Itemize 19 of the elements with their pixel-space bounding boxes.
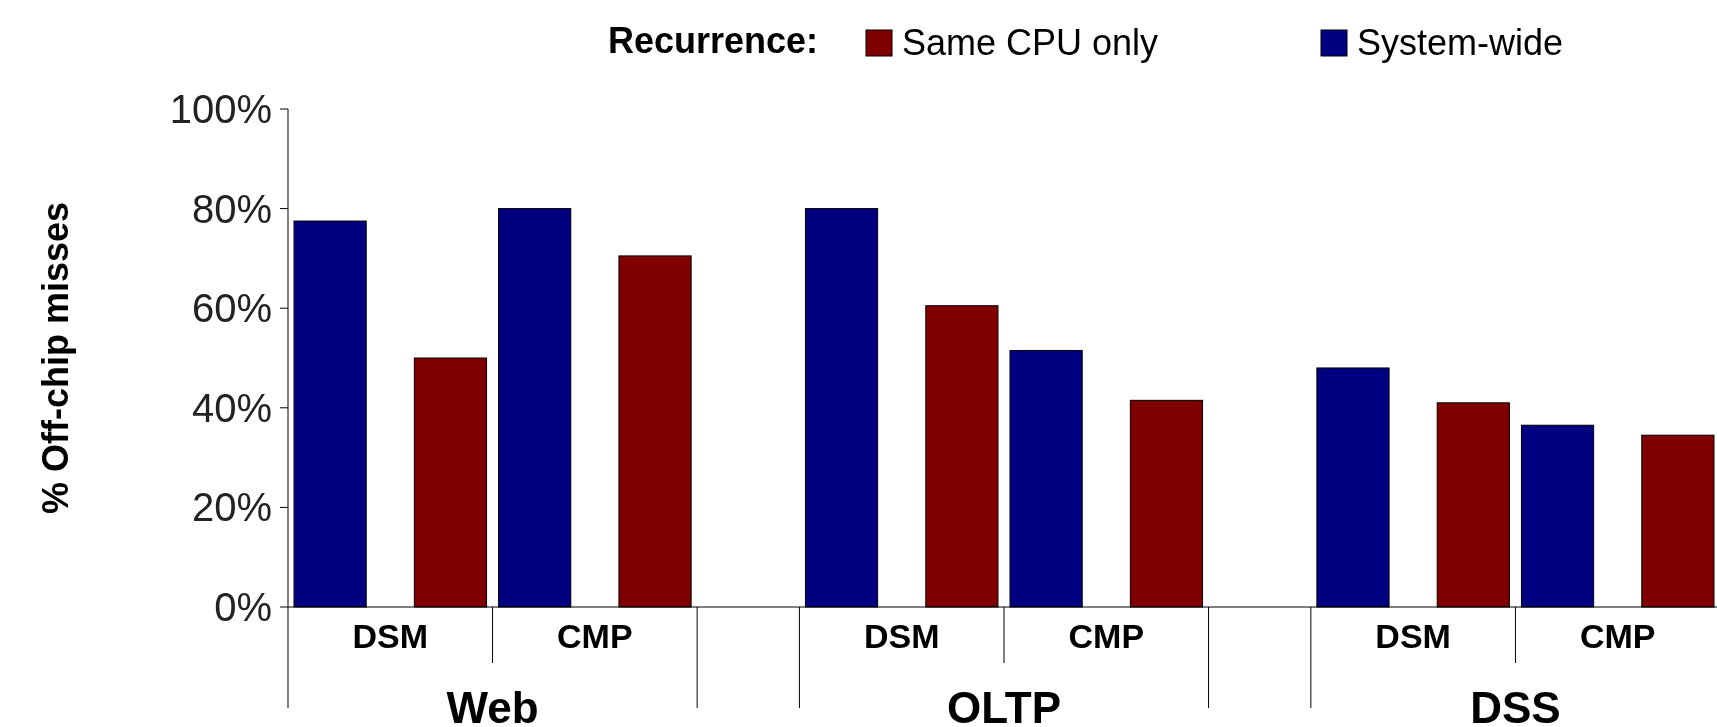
y-tick-label: 20% <box>191 485 272 530</box>
legend-label: Same CPU only <box>902 22 1159 63</box>
legend-title: Recurrence: <box>607 20 818 61</box>
text: DSS <box>1470 683 1561 727</box>
text: OLTP <box>946 683 1062 727</box>
x-tick-label: DSM <box>1375 617 1451 655</box>
y-tick-label: 100% <box>169 87 272 131</box>
legend-label: System-wide <box>1357 22 1564 63</box>
x-tick-label: CMP <box>1579 617 1656 655</box>
text: Web <box>446 683 539 727</box>
y-tick-label: 0% <box>214 585 272 629</box>
y-tick-label: 80% <box>191 186 272 231</box>
y-tick-label: 60% <box>191 286 272 331</box>
x-tick-label: DSM <box>863 617 940 655</box>
x-tick-label: CMP <box>1068 617 1145 655</box>
y-axis-title: % Off-chip misses <box>35 201 76 515</box>
x-tick-label: CMP <box>557 617 633 655</box>
x-tick-label: DSM <box>352 617 429 655</box>
y-tick-label: 40% <box>191 385 272 430</box>
